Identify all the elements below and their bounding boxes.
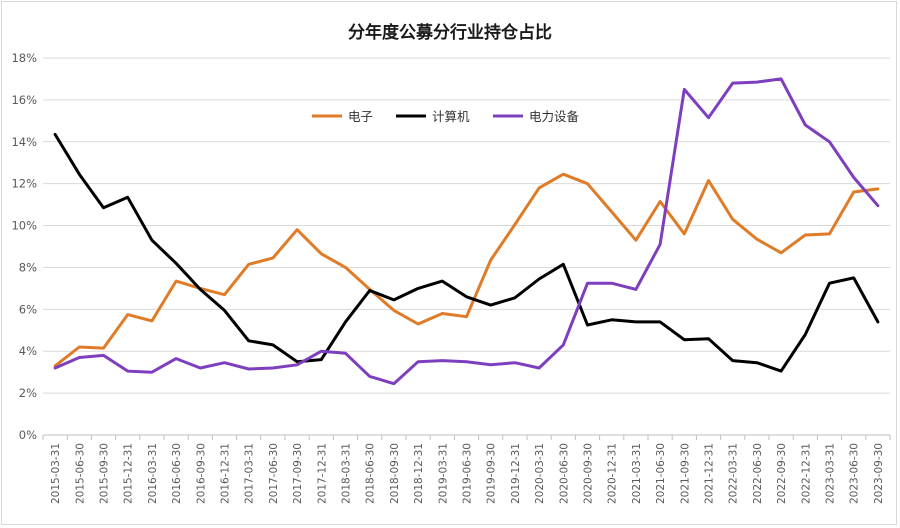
x-tick-label: 2018-09-30 [389, 443, 401, 504]
x-tick-label: 2015-12-31 [123, 443, 135, 504]
series-line-电力设备 [53, 77, 880, 386]
x-tick-label: 2017-06-30 [268, 443, 280, 504]
x-tick-label: 2020-06-30 [558, 443, 570, 504]
series-lines [53, 77, 880, 386]
y-tick-label: 10% [11, 219, 37, 233]
x-tick-label: 2021-06-30 [655, 443, 667, 504]
x-tick-label: 2018-03-31 [341, 443, 353, 504]
x-tick-label: 2023-09-30 [873, 443, 885, 504]
y-tick-label: 2% [19, 386, 37, 400]
x-tick-label: 2015-03-31 [50, 443, 62, 504]
x-tick-label: 2016-12-31 [220, 443, 232, 504]
y-tick-label: 14% [11, 135, 37, 149]
legend-label: 电子 [348, 109, 373, 124]
legend-label: 计算机 [432, 109, 470, 124]
x-tick-label: 2022-12-31 [800, 443, 812, 504]
y-tick-label: 18% [11, 51, 37, 65]
x-tick-label: 2023-03-31 [825, 443, 837, 504]
x-tick-label: 2017-12-31 [316, 443, 328, 504]
x-tick-label: 2020-03-31 [534, 443, 546, 504]
x-tick-label: 2018-12-31 [413, 443, 425, 504]
x-tick-label: 2016-09-30 [195, 443, 207, 504]
x-tick-label: 2020-12-31 [607, 443, 619, 504]
x-tick-label: 2019-06-30 [462, 443, 474, 504]
x-tick-label: 2020-09-30 [583, 443, 595, 504]
y-tick-label: 6% [19, 302, 37, 316]
x-tick-label: 2022-06-30 [752, 443, 764, 504]
x-tick-label: 2016-06-30 [171, 443, 183, 504]
x-tick-label: 2021-12-31 [704, 443, 716, 504]
y-tick-label: 0% [19, 428, 37, 442]
x-tick-label: 2021-03-31 [631, 443, 643, 504]
x-tick-label: 2015-06-30 [74, 443, 86, 504]
series-line-计算机 [53, 132, 880, 373]
x-tick-label: 2019-12-31 [510, 443, 522, 504]
gridlines [43, 57, 890, 394]
x-tick-label: 2021-09-30 [679, 443, 691, 504]
x-tick-label: 2019-09-30 [486, 443, 498, 504]
x-tick-label: 2023-06-30 [849, 443, 861, 504]
axes: 0% 2% 4% 6% 8% 10% 12% 14% 16% 18% 2015-03-31 2015-… [11, 51, 891, 504]
x-tick-label: 2015-09-30 [99, 443, 111, 504]
x-tick-label: 2016-03-31 [147, 443, 159, 504]
x-tick-label: 2018-06-30 [365, 443, 377, 504]
legend: 电子 计算机 电力设备 [312, 109, 580, 124]
chart-title: 分年度公募分行业持仓占比 [348, 23, 552, 43]
x-tick-label: 2019-03-31 [437, 443, 449, 504]
y-tick-label: 4% [19, 344, 37, 358]
y-tick-label: 8% [19, 260, 37, 274]
x-tick-label: 2022-03-31 [728, 443, 740, 504]
x-tick-label: 2017-03-31 [244, 443, 256, 504]
x-tick-label: 2017-09-30 [292, 443, 304, 504]
y-tick-label: 12% [11, 177, 37, 191]
legend-label: 电力设备 [529, 109, 580, 124]
series-line-电子 [53, 172, 880, 368]
y-tick-label: 16% [11, 93, 37, 107]
x-tick-label: 2022-09-30 [776, 443, 788, 504]
